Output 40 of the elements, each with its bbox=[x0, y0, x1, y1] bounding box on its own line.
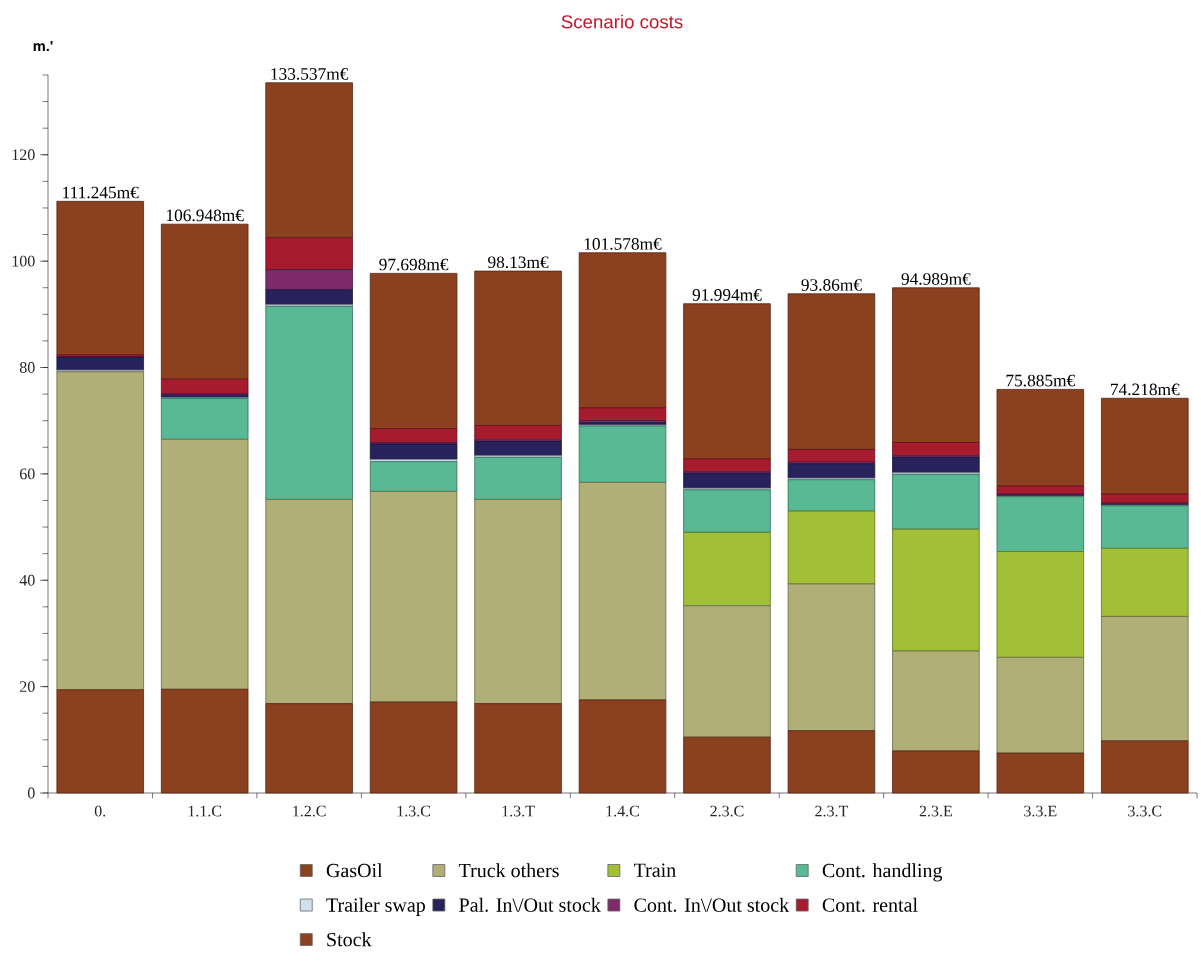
total-label: 106.948m€ bbox=[166, 209, 244, 222]
y-tick-label: 100 bbox=[12, 255, 35, 267]
total-label: 93.86m€ bbox=[801, 279, 862, 291]
legend-label: GasOil bbox=[326, 863, 383, 878]
total-label: 94.989m€ bbox=[901, 273, 971, 285]
y-tick-label: 0 bbox=[27, 787, 35, 799]
legend-label: Stock bbox=[327, 932, 372, 947]
x-tick-label: 2.3.T bbox=[815, 805, 849, 817]
y-tick-label: 120 bbox=[12, 149, 35, 161]
legend-label: Train bbox=[633, 863, 676, 877]
legend-label: Cont. rental bbox=[822, 897, 918, 912]
x-tick-label: 1.3.T bbox=[502, 805, 535, 817]
legend-label: Trailer swap bbox=[326, 897, 425, 916]
total-label: 111.245m€ bbox=[63, 186, 139, 199]
x-tick-label: 1.3.C bbox=[397, 805, 431, 817]
x-tick-label: 1.4.C bbox=[606, 805, 639, 817]
x-tick-label: 3.3.C bbox=[1128, 805, 1162, 817]
x-tick-label: 2.3.E bbox=[919, 805, 952, 817]
legend-label: Pal. In\/Out stock bbox=[459, 897, 601, 912]
x-tick-label: 1.1.C bbox=[188, 805, 222, 817]
total-label: 74.218m€ bbox=[1111, 383, 1180, 396]
y-tick-label: 40 bbox=[19, 574, 35, 586]
legend-label: Cont. In\/Out stock bbox=[634, 897, 790, 912]
x-tick-label: 2.3.C bbox=[710, 805, 744, 817]
legend-label: Cont. handling bbox=[822, 863, 943, 882]
y-tick-label: 80 bbox=[19, 362, 35, 373]
y-tick-label: 20 bbox=[20, 681, 35, 693]
y-tick-label: 60 bbox=[19, 468, 35, 480]
x-tick-label: 3.3.E bbox=[1024, 805, 1057, 817]
x-tick-label: 0. bbox=[94, 805, 106, 817]
chart-title: Scenario costs bbox=[561, 14, 683, 29]
y-axis-title: m.' bbox=[33, 40, 53, 52]
total-label: 97.698m€ bbox=[379, 258, 449, 271]
total-label: 91.994m€ bbox=[692, 289, 762, 301]
total-label: 133.537m€ bbox=[271, 68, 349, 80]
legend-label: Truck others bbox=[458, 863, 559, 878]
total-label: 98.13m€ bbox=[488, 256, 549, 269]
total-label: 101.578m€ bbox=[584, 238, 662, 250]
x-tick-label: 1.2.C bbox=[293, 805, 326, 817]
total-label: 75.885m€ bbox=[1006, 374, 1075, 387]
